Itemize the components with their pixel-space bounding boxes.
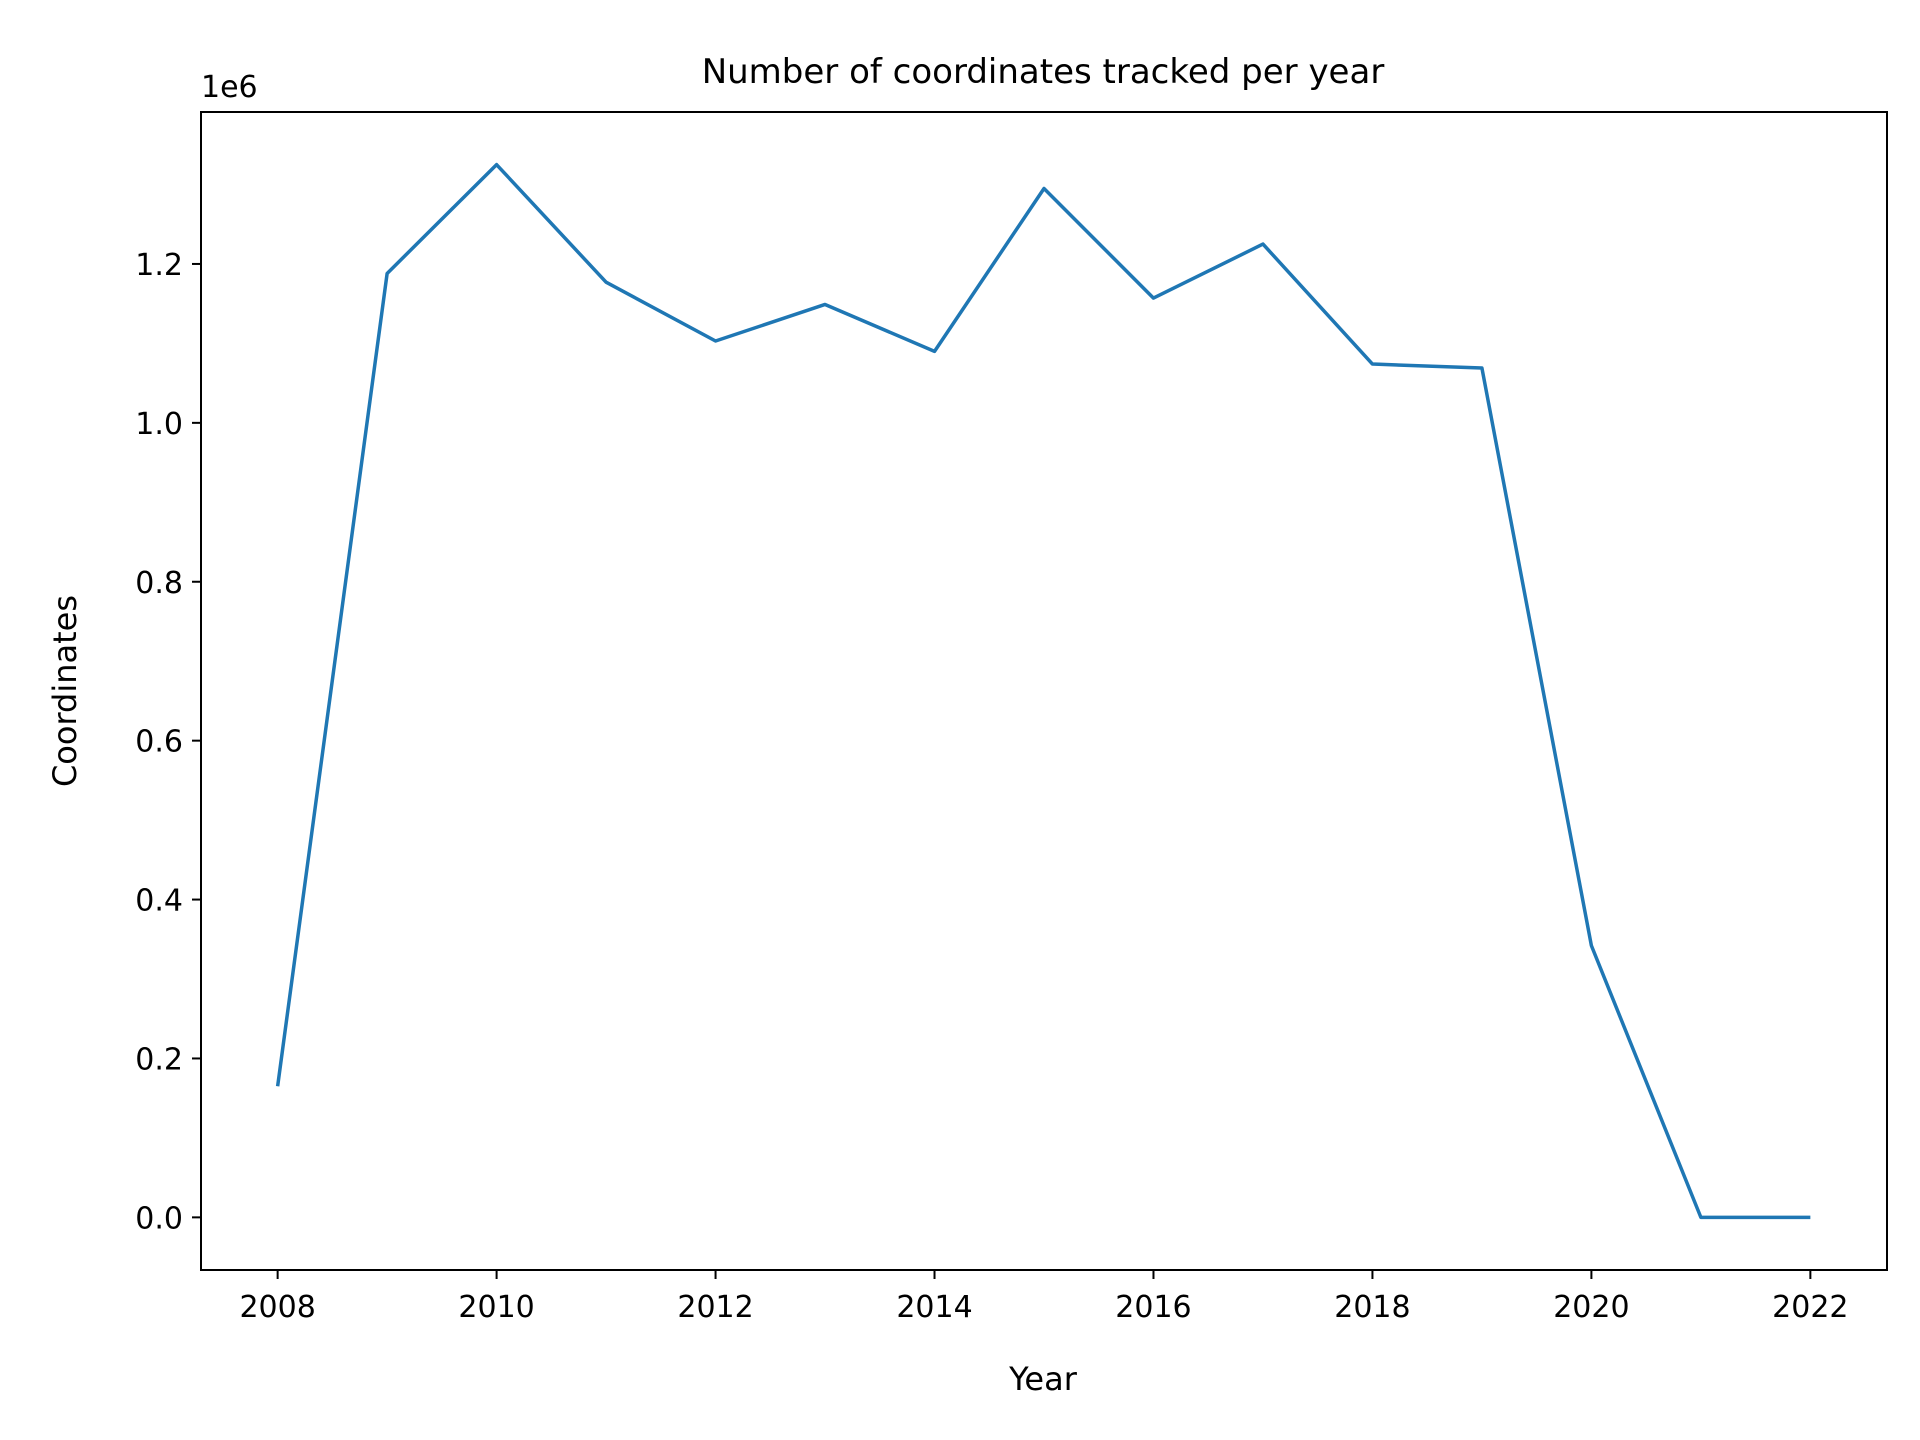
x-tick-label: 2022 [1772, 1290, 1848, 1325]
y-tick-label: 0.8 [135, 566, 183, 601]
y-axis-ticks: 0.0 0.2 0.4 0.6 0.8 1.0 1.2 [135, 248, 201, 1236]
axes-frame [200, 111, 1888, 1271]
x-tick-label: 2012 [677, 1290, 753, 1325]
chart-title: Number of coordinates tracked per year [702, 52, 1385, 92]
plot-area [275, 162, 1811, 1220]
x-axis-label: Year [1008, 1360, 1078, 1398]
x-tick-label: 2018 [1334, 1290, 1410, 1325]
y-axis-label: Coordinates [46, 595, 84, 787]
x-tick-label: 2016 [1115, 1290, 1191, 1325]
y-tick-label: 0.2 [135, 1042, 183, 1077]
y-tick-label: 1.0 [135, 407, 183, 442]
x-axis-ticks: 2008 2010 2012 2014 2016 2018 2020 2022 [239, 1270, 1849, 1325]
y-tick-label: 0.4 [135, 884, 183, 919]
x-tick-label: 2008 [239, 1290, 315, 1325]
y-tick-label: 0.0 [135, 1201, 183, 1236]
y-tick-label: 1.2 [135, 248, 183, 283]
x-tick-label: 2020 [1553, 1290, 1629, 1325]
x-tick-label: 2010 [458, 1290, 534, 1325]
y-axis-offset-label: 1e6 [201, 70, 258, 105]
x-tick-label: 2014 [896, 1290, 972, 1325]
y-tick-label: 0.6 [135, 725, 183, 760]
